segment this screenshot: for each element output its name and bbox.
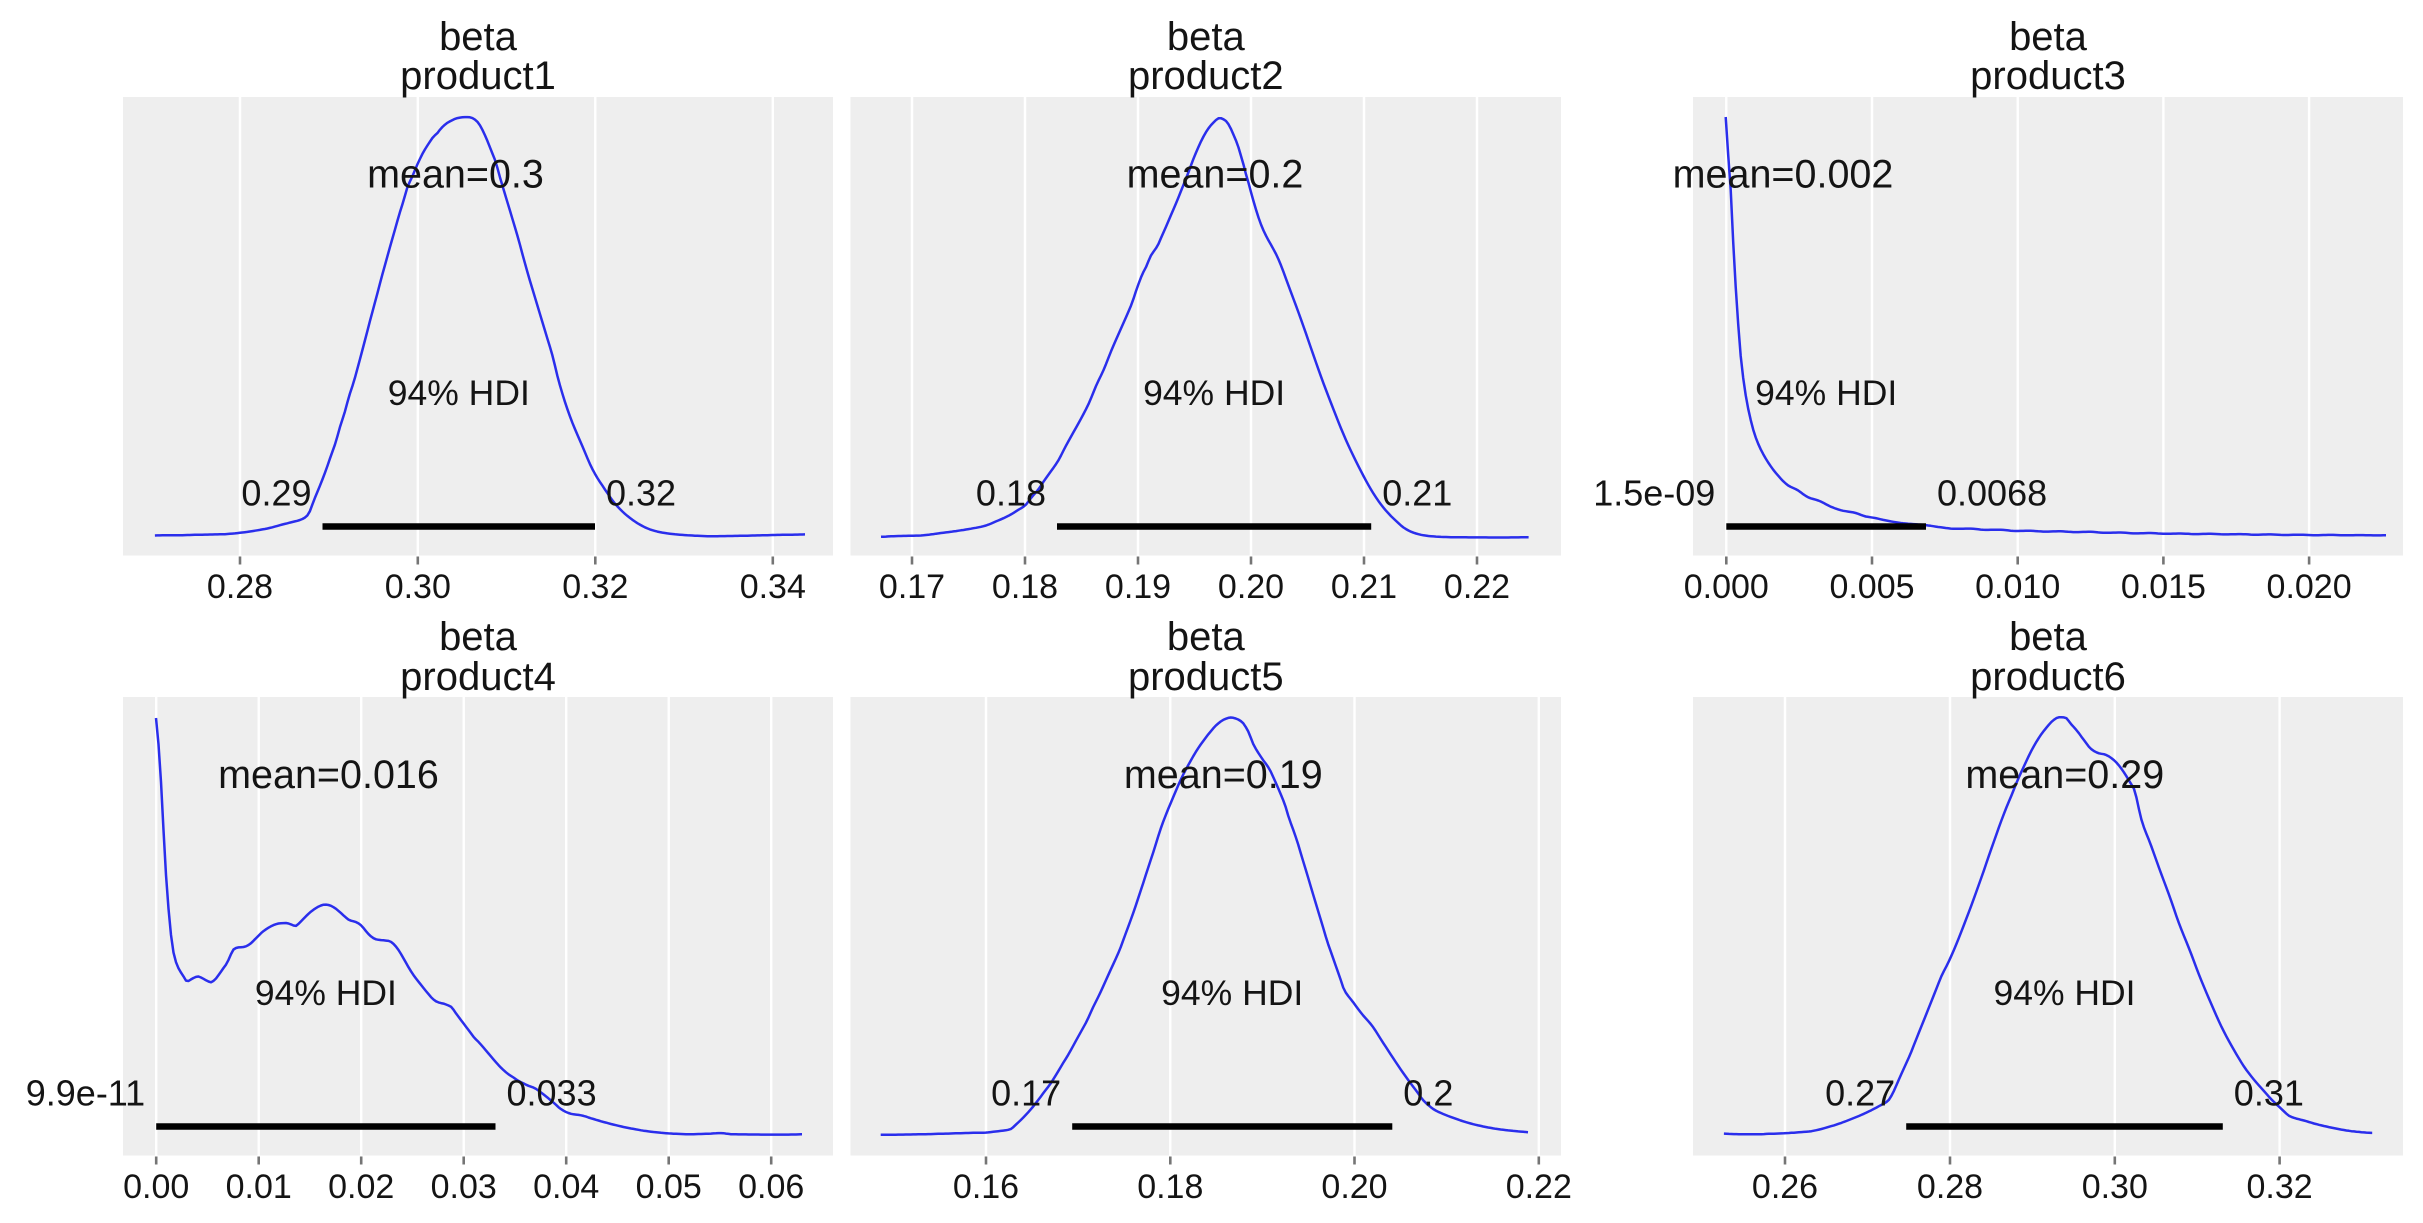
svg-text:0.32: 0.32 bbox=[2247, 1168, 2313, 1206]
svg-text:mean=0.016: mean=0.016 bbox=[218, 753, 439, 797]
svg-text:0.015: 0.015 bbox=[2121, 568, 2206, 606]
svg-text:0.32: 0.32 bbox=[562, 568, 628, 606]
svg-text:94% HDI: 94% HDI bbox=[1143, 373, 1285, 413]
svg-text:beta: beta bbox=[1167, 15, 1246, 59]
svg-text:0.32: 0.32 bbox=[606, 473, 676, 514]
svg-text:94% HDI: 94% HDI bbox=[1993, 973, 2135, 1013]
svg-text:0.01: 0.01 bbox=[226, 1168, 292, 1206]
svg-text:0.34: 0.34 bbox=[740, 568, 806, 606]
svg-text:beta: beta bbox=[439, 15, 518, 59]
svg-text:product6: product6 bbox=[1970, 655, 2126, 699]
svg-text:94% HDI: 94% HDI bbox=[1161, 973, 1303, 1013]
svg-text:0.30: 0.30 bbox=[2082, 1168, 2148, 1206]
svg-text:0.31: 0.31 bbox=[2234, 1073, 2304, 1114]
svg-text:product2: product2 bbox=[1128, 54, 1284, 98]
svg-text:0.28: 0.28 bbox=[207, 568, 273, 606]
svg-text:0.00: 0.00 bbox=[123, 1168, 189, 1206]
svg-text:0.19: 0.19 bbox=[1105, 568, 1171, 606]
svg-text:0.02: 0.02 bbox=[328, 1168, 394, 1206]
svg-text:beta: beta bbox=[439, 615, 518, 659]
svg-text:0.26: 0.26 bbox=[1752, 1168, 1818, 1206]
svg-text:mean=0.3: mean=0.3 bbox=[367, 153, 544, 197]
svg-text:0.20: 0.20 bbox=[1218, 568, 1284, 606]
svg-text:0.20: 0.20 bbox=[1321, 1168, 1387, 1206]
svg-text:0.0068: 0.0068 bbox=[1937, 473, 2047, 514]
svg-text:0.06: 0.06 bbox=[738, 1168, 804, 1206]
svg-text:mean=0.002: mean=0.002 bbox=[1673, 153, 1894, 197]
svg-text:mean=0.29: mean=0.29 bbox=[1965, 753, 2164, 797]
svg-text:product5: product5 bbox=[1128, 655, 1284, 699]
svg-text:0.22: 0.22 bbox=[1506, 1168, 1572, 1206]
svg-text:0.27: 0.27 bbox=[1825, 1073, 1895, 1114]
svg-text:beta: beta bbox=[2009, 15, 2088, 59]
svg-text:0.18: 0.18 bbox=[992, 568, 1058, 606]
svg-text:0.2: 0.2 bbox=[1403, 1073, 1453, 1114]
svg-text:product1: product1 bbox=[400, 54, 556, 98]
svg-text:0.18: 0.18 bbox=[1137, 1168, 1203, 1206]
svg-text:0.30: 0.30 bbox=[385, 568, 451, 606]
svg-text:0.000: 0.000 bbox=[1684, 568, 1769, 606]
svg-text:0.05: 0.05 bbox=[636, 1168, 702, 1206]
svg-text:0.04: 0.04 bbox=[533, 1168, 599, 1206]
svg-text:94% HDI: 94% HDI bbox=[388, 373, 530, 413]
svg-text:beta: beta bbox=[2009, 615, 2088, 659]
svg-text:mean=0.19: mean=0.19 bbox=[1124, 753, 1323, 797]
svg-text:product4: product4 bbox=[400, 655, 556, 699]
svg-text:0.21: 0.21 bbox=[1331, 568, 1397, 606]
svg-text:94% HDI: 94% HDI bbox=[1755, 373, 1897, 413]
svg-text:1.5e-09: 1.5e-09 bbox=[1593, 473, 1715, 514]
svg-text:product3: product3 bbox=[1970, 54, 2126, 98]
svg-text:0.03: 0.03 bbox=[431, 1168, 497, 1206]
svg-text:0.005: 0.005 bbox=[1829, 568, 1914, 606]
svg-text:0.16: 0.16 bbox=[953, 1168, 1019, 1206]
svg-text:0.17: 0.17 bbox=[879, 568, 945, 606]
svg-text:0.21: 0.21 bbox=[1382, 473, 1452, 514]
svg-text:94% HDI: 94% HDI bbox=[255, 973, 397, 1013]
svg-text:0.28: 0.28 bbox=[1917, 1168, 1983, 1206]
svg-text:0.010: 0.010 bbox=[1975, 568, 2060, 606]
svg-text:0.22: 0.22 bbox=[1444, 568, 1510, 606]
svg-text:9.9e-11: 9.9e-11 bbox=[26, 1073, 145, 1114]
svg-text:0.17: 0.17 bbox=[991, 1073, 1061, 1114]
svg-text:0.29: 0.29 bbox=[241, 473, 311, 514]
svg-text:0.18: 0.18 bbox=[976, 473, 1046, 514]
svg-text:0.020: 0.020 bbox=[2267, 568, 2352, 606]
svg-text:0.033: 0.033 bbox=[507, 1073, 597, 1114]
svg-text:mean=0.2: mean=0.2 bbox=[1127, 153, 1304, 197]
svg-text:beta: beta bbox=[1167, 615, 1246, 659]
